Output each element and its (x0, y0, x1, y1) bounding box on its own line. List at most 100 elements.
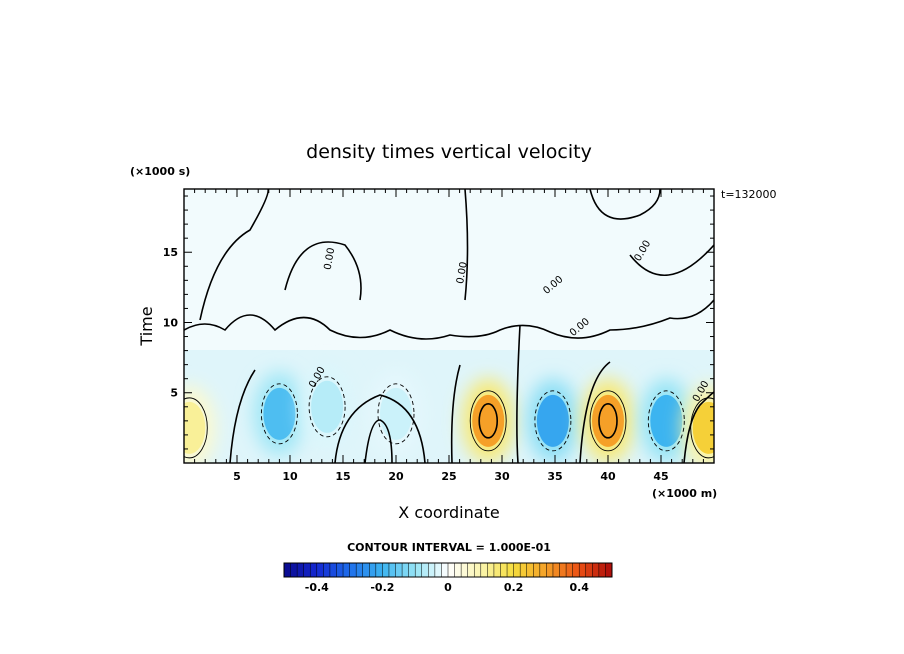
colorbar-cell (375, 563, 383, 577)
zero-contour (334, 394, 426, 463)
field-blob-core (536, 394, 569, 447)
colorbar-cell (441, 563, 449, 577)
colorbar-cell (467, 563, 475, 577)
zero-contour (364, 419, 393, 463)
x-tick-label: 25 (441, 470, 456, 483)
colorbar-cell (493, 563, 501, 577)
field-blob-core (692, 401, 714, 454)
axis-ticks: 5 10 15 20 25 30 35 40 45 5 10 15 (163, 189, 714, 483)
contour-label: 0.00 (455, 261, 470, 285)
zero-contour (579, 361, 611, 463)
negative-contour (534, 390, 572, 452)
colorbar-frame (283, 562, 613, 578)
colorbar-cell (480, 563, 488, 577)
colorbar-cell (408, 563, 416, 577)
colorbar-cell (421, 563, 429, 577)
y-unit-label: (×1000 s) (130, 165, 190, 178)
colorbar-cell (388, 563, 396, 577)
colorbar-cell (559, 563, 567, 577)
zero-contour (589, 189, 661, 220)
x-axis-label: X coordinate (398, 503, 499, 522)
colorbar-cell (566, 563, 573, 577)
positive-contour (184, 397, 208, 459)
colorbar-cell (395, 563, 403, 577)
plot-area: 0.000.000.000.000.000.000.00 5 10 15 20 25 30… (163, 188, 715, 483)
contour-label: 0.00 (323, 247, 338, 271)
field-blob-core (184, 401, 206, 454)
zero-contour (464, 189, 469, 301)
zero-contour (450, 364, 461, 463)
field-blob-1 (184, 385, 216, 463)
colorbar-cell (533, 563, 541, 577)
colorbar-cell (474, 563, 482, 577)
colorbar-cell (539, 563, 547, 577)
y-tick-label: 15 (163, 246, 178, 259)
positive-contour (469, 390, 507, 452)
zero-contour (516, 324, 521, 463)
strong-contour (598, 403, 618, 439)
colorbar-cell (356, 563, 364, 577)
negative-contour (260, 383, 298, 445)
colorbar-tick-label: 0 (444, 581, 452, 594)
colorbar-cell (402, 563, 409, 577)
zero-contour (199, 189, 269, 321)
colorbar-cell (316, 563, 324, 577)
colorbar-cell (303, 563, 311, 577)
y-tick-label: 10 (163, 316, 179, 329)
colorbar-tick-label: 0.4 (569, 581, 589, 594)
field-blob-core (311, 380, 344, 433)
field-blob-core (263, 387, 296, 440)
colorbar-cell (487, 563, 495, 577)
colorbar-cell (592, 563, 600, 577)
colorbar-cell (605, 563, 613, 577)
colorbar-cell (526, 563, 534, 577)
colorbar-tick-label: 0.2 (504, 581, 524, 594)
contour-interval-text: CONTOUR INTERVAL = 1.000E-01 (347, 541, 551, 554)
colorbar-cell (284, 563, 291, 577)
negative-contour (377, 383, 415, 445)
x-tick-label: 30 (494, 470, 510, 483)
contour-lines (184, 189, 714, 463)
zero-contour (629, 244, 714, 277)
negative-contour (647, 390, 685, 452)
colorbar-cell (369, 563, 377, 577)
positive-contour (690, 397, 714, 459)
x-tick-label: 40 (600, 470, 616, 483)
colorbar-cell (454, 563, 462, 577)
y-axis-label: Time (137, 306, 156, 346)
colorbar-cell (343, 563, 350, 577)
colorbar-tick-label: -0.4 (305, 581, 329, 594)
colorbar-cell (500, 563, 508, 577)
chart-title: density times vertical velocity (306, 141, 592, 163)
colorbar-cell (546, 563, 554, 577)
colorbar-cell (513, 563, 521, 577)
colorbar-cell (323, 563, 331, 577)
colorbar-cell (336, 563, 344, 577)
x-tick-label: 45 (653, 470, 668, 483)
colorbar-cell (434, 563, 442, 577)
colorbar-cell (290, 563, 298, 577)
x-unit-label: (×1000 m) (652, 487, 717, 500)
colorbar-cell (552, 563, 560, 577)
colorbar-tick-labels: -0.4 -0.2 0 0.2 0.4 (305, 581, 590, 594)
colorbar-cell (448, 563, 455, 577)
zero-contour (229, 369, 256, 463)
field-blob-core (380, 387, 412, 440)
x-tick-label: 10 (282, 470, 298, 483)
zero-contour (683, 391, 714, 463)
field-blob-core (592, 394, 624, 447)
colorbar (283, 562, 613, 578)
colorbar-cell (572, 563, 580, 577)
zero-contour (184, 299, 714, 340)
time-stamp-label: t=132000 (721, 188, 777, 201)
y-tick-label: 5 (170, 387, 178, 400)
colorbar-cell (428, 563, 436, 577)
positive-contour (589, 390, 627, 452)
colorbar-cell (329, 563, 337, 577)
colorbar-cell (415, 563, 423, 577)
x-tick-label: 20 (388, 470, 404, 483)
colorbar-cell (507, 563, 514, 577)
zero-contour (284, 241, 362, 301)
field-blob-9 (682, 385, 714, 463)
